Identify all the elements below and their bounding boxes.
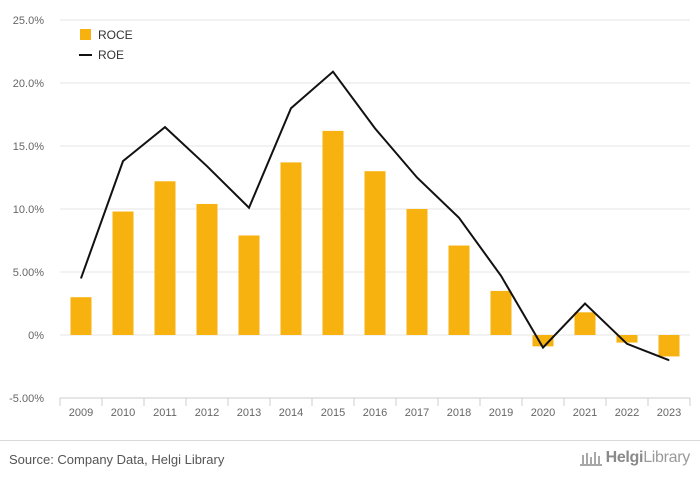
x-tick-label: 2013: [237, 407, 261, 419]
point-roe: [122, 160, 124, 162]
x-tick-label: 2010: [111, 407, 135, 419]
point-roe: [290, 107, 292, 109]
point-roe: [668, 359, 670, 361]
x-tick-label: 2021: [573, 407, 597, 419]
point-roe: [584, 303, 586, 304]
helgi-library-logo[interactable]: HelgiLibrary: [579, 449, 690, 467]
y-tick-label: 0%: [28, 330, 44, 342]
x-tick-label: 2020: [531, 407, 555, 419]
x-tick-label: 2018: [447, 407, 471, 419]
bar-roce: [364, 171, 386, 335]
point-roe: [626, 343, 628, 345]
x-tick-label: 2023: [657, 407, 681, 419]
point-roe: [374, 127, 376, 129]
x-tick-label: 2011: [153, 407, 177, 419]
bar-roce: [280, 162, 302, 335]
y-tick-label: 5.00%: [13, 267, 44, 279]
bar-roce: [196, 203, 218, 335]
point-roe: [500, 275, 502, 277]
logo-text-library: Library: [643, 449, 690, 466]
chart: -5.00% 0% 5.00% 10.0% 15.0% 20.0% 25.0% 2009 201…: [9, 15, 691, 419]
bar-roce: [406, 209, 428, 335]
y-tick-label: 25.0%: [13, 15, 44, 27]
point-roe: [248, 207, 250, 209]
point-roe: [80, 277, 82, 279]
bar-roce: [658, 335, 680, 357]
chart-footer: Source: Company Data, Helgi Library Helg…: [0, 440, 700, 483]
point-roe: [542, 347, 544, 349]
logo-text-helgi: Helgi: [605, 449, 644, 466]
x-tick-label: 2015: [321, 407, 345, 419]
bar-roce: [490, 290, 512, 335]
bar-roce: [154, 181, 176, 335]
bar-roce: [112, 211, 134, 335]
bar-roce: [448, 245, 470, 335]
y-tick-label: 15.0%: [13, 141, 44, 153]
bar-roce: [238, 235, 260, 335]
x-tick-label: 2016: [363, 407, 387, 419]
bar-roce: [70, 297, 92, 335]
x-tick-label: 2012: [195, 407, 219, 419]
x-tick-label: 2017: [405, 407, 429, 419]
x-tick-label: 2022: [615, 407, 639, 419]
library-building-icon: [579, 452, 602, 466]
bar-roce: [532, 335, 554, 347]
y-tick-label: -5.00%: [9, 393, 44, 405]
logo-text: HelgiLibrary: [605, 449, 691, 467]
point-roe: [458, 217, 460, 219]
point-roe: [332, 71, 334, 73]
bar-roce: [616, 335, 638, 343]
legend-label-roce: ROCE: [98, 28, 133, 42]
point-roe: [206, 165, 208, 167]
legend-swatch-roce: [80, 29, 91, 40]
x-tick-label: 2019: [489, 407, 513, 419]
legend: ROCE ROE: [79, 28, 133, 62]
source-note: Source: Company Data, Helgi Library: [9, 452, 225, 467]
y-tick-label: 10.0%: [13, 204, 44, 216]
y-tick-label: 20.0%: [13, 78, 44, 90]
point-roe: [164, 126, 166, 128]
x-tick-label: 2014: [279, 407, 303, 419]
point-roe: [416, 177, 418, 178]
x-tick-label: 2009: [69, 407, 93, 419]
bar-roce: [322, 130, 344, 335]
legend-label-roe: ROE: [98, 48, 124, 62]
bar-roce: [574, 312, 596, 335]
